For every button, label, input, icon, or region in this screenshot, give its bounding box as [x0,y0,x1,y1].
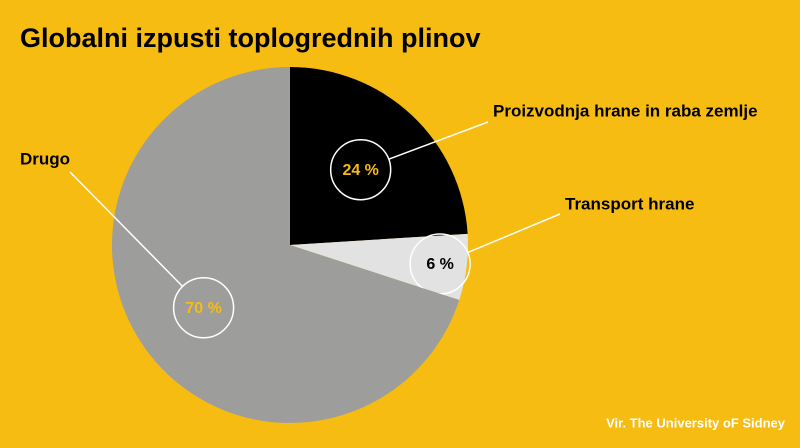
chart-title: Globalni izpusti toplogrednih plinov [20,23,480,53]
category-label: Drugo [20,149,70,168]
pie-slice [290,233,468,301]
value-label: 24 % [342,162,378,179]
pie-slice [290,67,468,245]
label-ring [172,277,235,339]
value-label: 6 % [426,256,454,273]
leader-line [467,213,561,254]
category-label: Proizvodnja hrane in raba zemlje [493,101,758,120]
leader-line [69,171,184,287]
label-ring [329,138,392,201]
pie-slice [111,67,460,423]
category-label: Transport hrane [565,194,694,213]
leader-line [388,121,489,160]
value-label: 70 % [185,300,221,317]
source-note: Vir. The University oF Sidney [606,415,786,430]
